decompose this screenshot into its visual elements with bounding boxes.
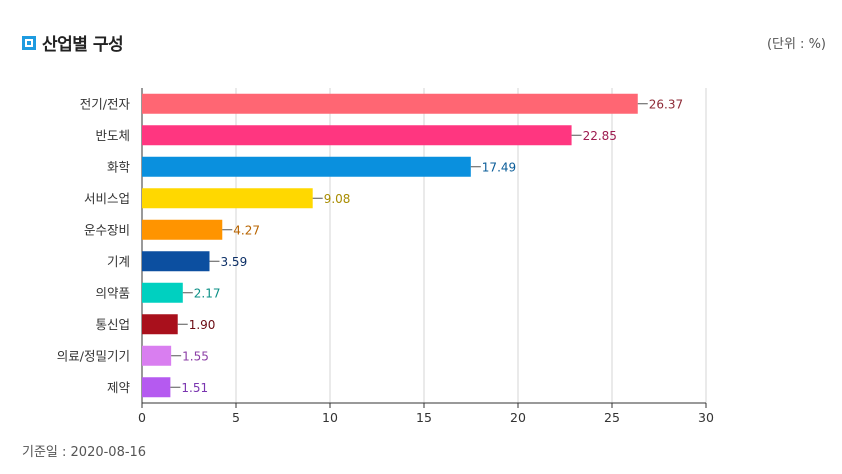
category-label: 서비스업 [84,191,130,206]
category-label: 통신업 [95,317,130,332]
category-label: 전기/전자 [80,96,131,111]
bar [142,282,183,303]
data-label: 3.59 [220,255,247,269]
data-label: 1.55 [182,349,209,363]
data-label: 4.27 [233,223,260,237]
chart-title: 산업별 구성 [42,35,124,55]
bar [142,314,178,335]
category-label: 운수장비 [84,222,130,237]
data-label: 9.08 [324,192,351,206]
bar [142,188,313,209]
x-tick-label: 30 [698,410,714,425]
bar [142,219,223,240]
x-tick-label: 25 [604,410,620,425]
category-label: 반도체 [95,128,130,143]
bar [142,156,471,177]
data-label: 1.90 [189,318,216,332]
bar [142,125,572,146]
category-label: 제약 [107,380,131,395]
x-tick-label: 5 [232,410,240,425]
data-label: 1.51 [181,381,208,395]
square-bullet-icon [22,35,36,50]
category-label: 의료/정밀기기 [57,348,130,363]
x-tick-label: 10 [322,410,338,425]
bar [142,345,172,366]
data-label: 22.85 [583,129,617,143]
bar [142,377,171,398]
category-label: 의약품 [95,285,130,300]
chart-title-group: 산업별 구성 [22,30,124,55]
category-label: 기계 [107,254,130,269]
bar [142,251,210,272]
category-label: 화학 [107,159,131,174]
x-tick-label: 0 [138,410,146,425]
data-label: 2.17 [194,286,221,300]
x-tick-label: 20 [510,410,526,425]
bar [142,93,638,114]
reference-date: 기준일 : 2020-08-16 [22,445,147,460]
data-label: 17.49 [482,160,516,174]
data-label: 26.37 [649,97,683,111]
unit-label: (단위 : %) [766,37,826,52]
x-tick-label: 15 [416,410,432,425]
